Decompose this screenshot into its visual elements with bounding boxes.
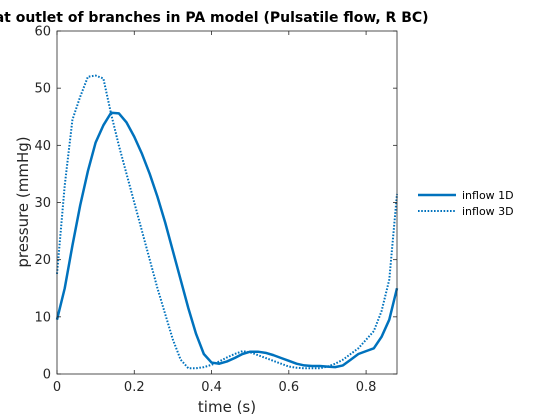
y-tick-label: 50 (34, 82, 51, 97)
y-tick-label: 30 (34, 196, 51, 211)
y-tick-label: 10 (34, 310, 51, 325)
x-tick-label: 0.2 (124, 380, 145, 395)
x-tick-label: 0.6 (278, 380, 299, 395)
series-line-inflow-1d (55, 111, 399, 369)
y-tick-label: 20 (34, 253, 51, 268)
series-layer (55, 74, 399, 370)
x-axis-label: time (s) (198, 398, 256, 416)
chart-title: ure at outlet of branches in PA model (P… (0, 10, 429, 26)
series-line-inflow-3d (56, 74, 398, 370)
x-tick-label: 0.4 (201, 380, 222, 395)
x-tick-label: 0.8 (356, 380, 377, 395)
plot-area (57, 31, 397, 374)
y-tick-label: 0 (43, 368, 51, 383)
x-ticks: 0 0.2 0.4 0.6 0.8 (53, 31, 377, 395)
legend-label: inflow 3D (462, 205, 514, 218)
y-tick-label: 60 (34, 25, 51, 40)
y-axis-label: pressure (mmHg) (14, 136, 32, 267)
y-tick-label: 40 (34, 139, 51, 154)
x-tick-label: 0 (53, 380, 61, 395)
legend: inflow 1D inflow 3D (418, 189, 514, 218)
legend-label: inflow 1D (462, 189, 514, 202)
y-ticks: 0 10 20 30 40 50 60 (34, 25, 397, 383)
